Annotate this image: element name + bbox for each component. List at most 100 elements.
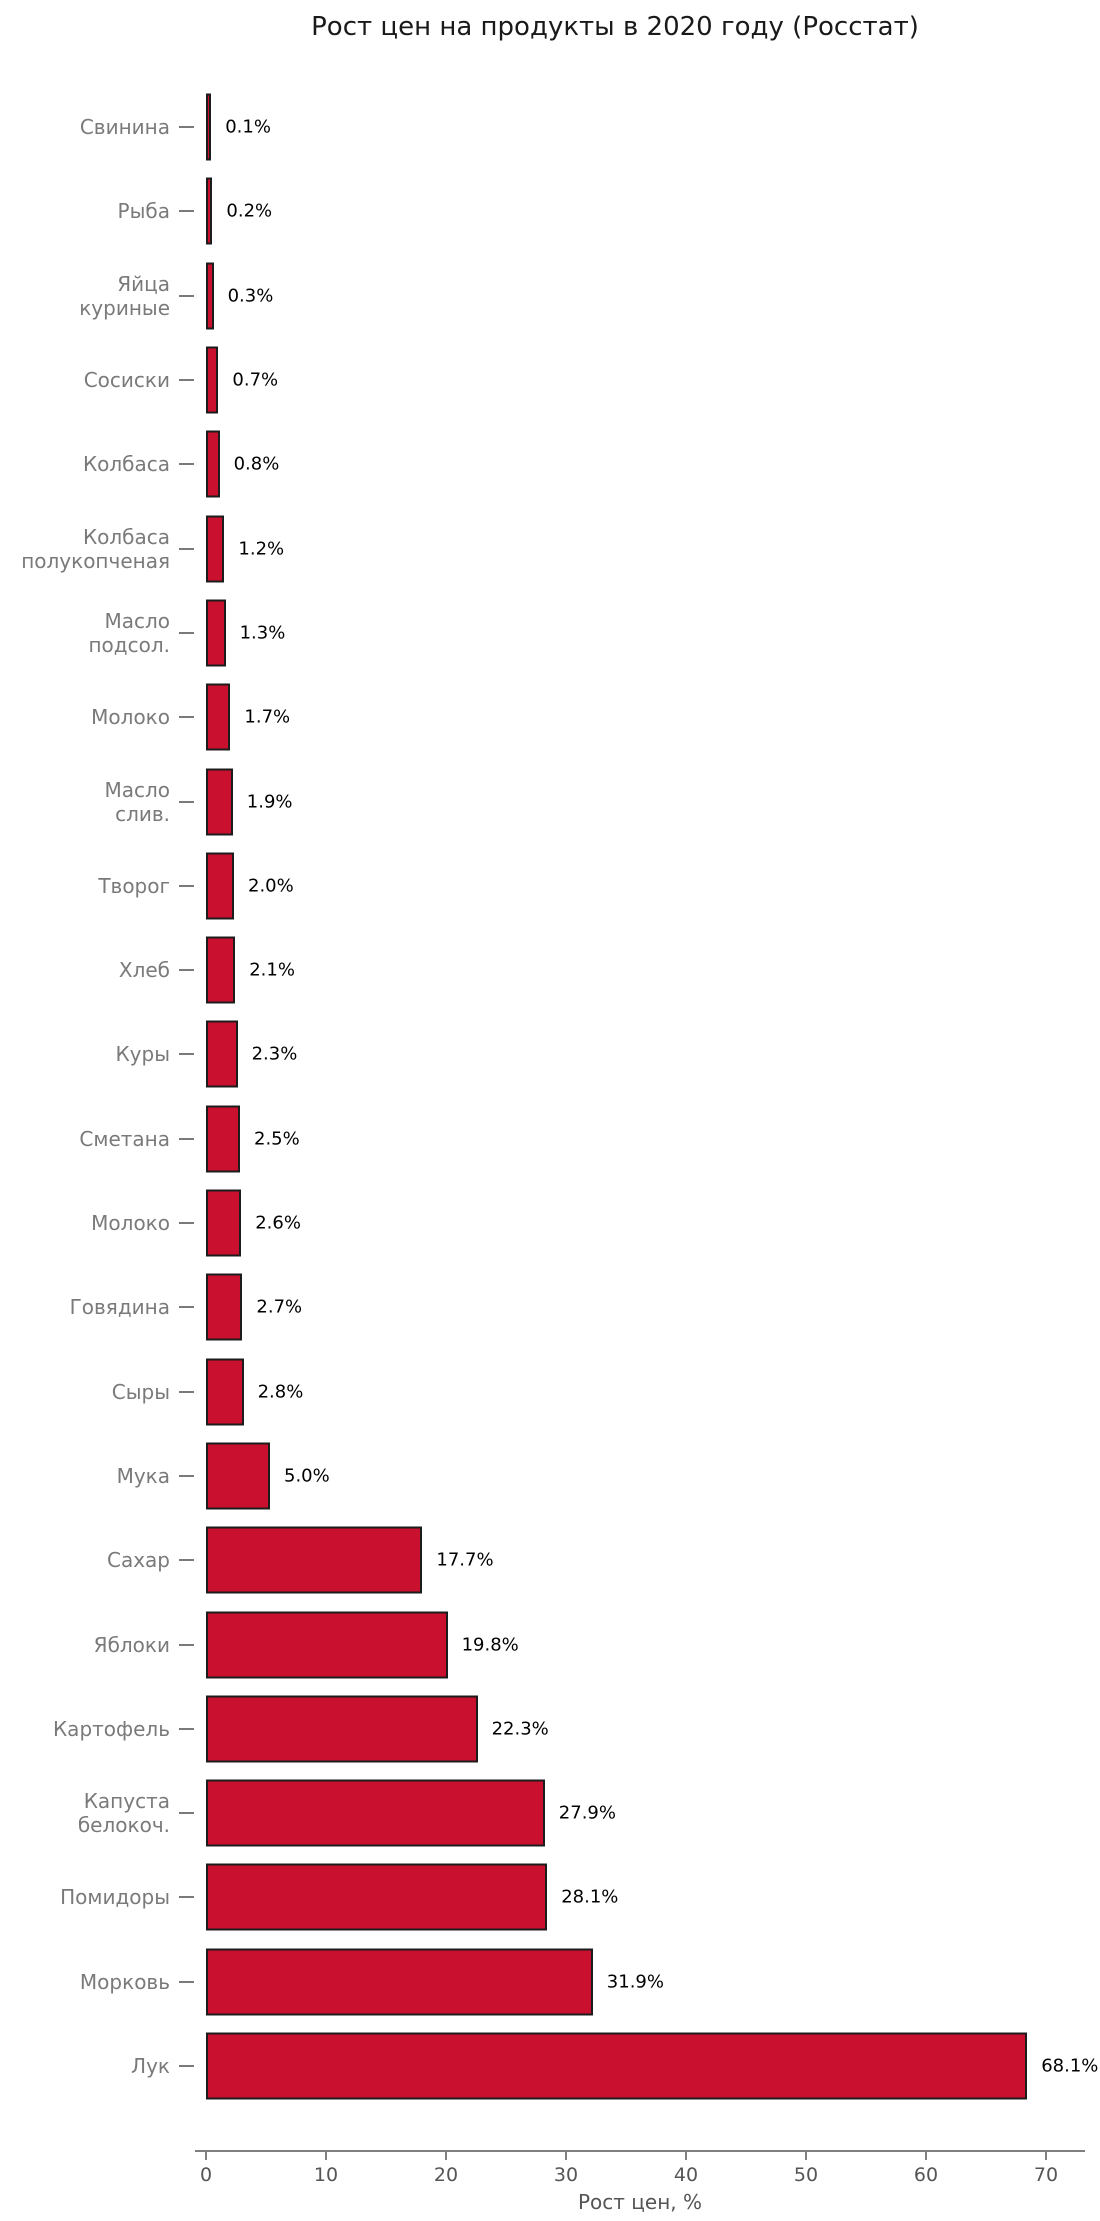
bar	[206, 1442, 270, 1510]
y-tick-mark	[179, 884, 194, 887]
value-label: 19.8%	[461, 1634, 519, 1656]
bar-row: Сосиски 0.7%	[0, 338, 1100, 422]
bar-row: Хлеб 2.1%	[0, 928, 1100, 1012]
category-label: Куры	[115, 1042, 170, 1067]
category-label: Помидоры	[60, 1885, 170, 1910]
bar	[206, 683, 231, 751]
category-label: Картофель	[52, 1716, 170, 1741]
bar	[206, 1273, 243, 1341]
bar	[206, 599, 226, 667]
value-label: 2.5%	[254, 1128, 300, 1150]
bar-row: Сметана 2.5%	[0, 1097, 1100, 1181]
bar-row: Свинина 0.1%	[0, 85, 1100, 169]
category-label: Сосиски	[83, 368, 170, 393]
category-label: Творог	[98, 873, 170, 898]
value-label: 2.1%	[249, 959, 295, 981]
value-label: 0.8%	[233, 453, 280, 475]
y-tick-mark	[179, 1306, 194, 1309]
bar	[206, 1611, 448, 1679]
y-tick-mark	[179, 1053, 194, 1056]
y-tick-mark	[179, 800, 194, 803]
x-tick-label: 10	[313, 2164, 339, 2186]
bar	[206, 852, 234, 920]
y-tick-mark	[179, 2065, 194, 2068]
category-label: Масло слив.	[104, 777, 170, 826]
bar	[206, 177, 213, 245]
y-tick-mark	[179, 1980, 194, 1983]
x-tick-mark	[805, 2151, 807, 2160]
bar-row: Масло подсол. 1.3%	[0, 591, 1100, 675]
category-label: Говядина	[69, 1295, 170, 1320]
y-tick-mark	[179, 1643, 194, 1646]
category-label: Колбаса	[82, 452, 170, 477]
category-label: Капуста белокоч.	[77, 1789, 170, 1838]
value-label: 0.7%	[232, 369, 279, 391]
y-tick-mark	[179, 1559, 194, 1562]
x-tick-mark	[445, 2151, 447, 2160]
bar-row: Лук 68.1%	[0, 2024, 1100, 2108]
y-tick-mark	[179, 1222, 194, 1225]
bar-row: Рыба 0.2%	[0, 169, 1100, 253]
x-tick-label: 60	[913, 2164, 939, 2186]
x-axis-line	[195, 2150, 1085, 2152]
value-label: 1.2%	[238, 538, 285, 560]
x-axis-label: Рост цен, %	[577, 2190, 702, 2214]
bar	[206, 262, 214, 330]
value-label: 28.1%	[561, 1886, 619, 1908]
bar	[206, 2032, 1028, 2100]
bar-row: Сахар 17.7%	[0, 1518, 1100, 1602]
category-label: Молоко	[91, 705, 170, 730]
x-tick-mark	[325, 2151, 327, 2160]
category-label: Яблоки	[93, 1632, 170, 1657]
value-label: 68.1%	[1041, 2055, 1099, 2077]
bar-row: Картофель 22.3%	[0, 1687, 1100, 1771]
category-label: Свинина	[79, 115, 170, 140]
bar-row: Молоко 1.7%	[0, 675, 1100, 759]
bar	[206, 936, 236, 1004]
y-tick-mark	[179, 1727, 194, 1730]
value-label: 0.2%	[226, 200, 273, 222]
category-label: Молоко	[91, 1211, 170, 1236]
y-tick-mark	[179, 294, 194, 297]
category-label: Рыба	[117, 199, 170, 224]
value-label: 2.0%	[248, 875, 294, 897]
value-label: 2.8%	[257, 1381, 304, 1403]
bar-row: Колбаса полукопченая 1.2%	[0, 507, 1100, 591]
x-tick-label: 40	[673, 2164, 699, 2186]
chart-title: Рост цен на продукты в 2020 году (Росста…	[311, 12, 919, 42]
bar-row: Говядина 2.7%	[0, 1265, 1100, 1349]
bar	[206, 1020, 238, 1088]
value-label: 22.3%	[491, 1718, 549, 1740]
y-tick-mark	[179, 210, 194, 213]
bar-row: Яйца куриные 0.3%	[0, 254, 1100, 338]
bar	[206, 1948, 593, 2016]
category-label: Колбаса полукопченая	[21, 524, 170, 573]
bar-row: Помидоры 28.1%	[0, 1855, 1100, 1939]
bar-row: Капуста белокоч. 27.9%	[0, 1771, 1100, 1855]
y-tick-mark	[179, 379, 194, 382]
bar-row: Морковь 31.9%	[0, 1940, 1100, 2024]
value-label: 5.0%	[284, 1465, 330, 1487]
x-tick-label: 30	[553, 2164, 579, 2186]
category-label: Масло подсол.	[88, 608, 170, 657]
value-label: 31.9%	[606, 1971, 664, 1993]
value-label: 17.7%	[436, 1549, 494, 1571]
y-tick-mark	[179, 1896, 194, 1899]
x-tick-label: 20	[433, 2164, 459, 2186]
category-label: Сметана	[79, 1126, 170, 1151]
value-label: 1.7%	[244, 706, 291, 728]
bar	[206, 515, 225, 583]
bar	[206, 768, 233, 836]
value-label: 27.9%	[558, 1802, 616, 1824]
bar-row: Колбаса 0.8%	[0, 422, 1100, 506]
category-label: Хлеб	[118, 958, 170, 983]
y-tick-mark	[179, 1137, 194, 1140]
bar	[206, 346, 219, 414]
value-label: 0.1%	[225, 116, 271, 138]
y-tick-mark	[179, 716, 194, 719]
value-label: 2.7%	[256, 1296, 303, 1318]
y-tick-mark	[179, 547, 194, 550]
bar	[206, 1358, 244, 1426]
x-tick-label: 70	[1033, 2164, 1059, 2186]
